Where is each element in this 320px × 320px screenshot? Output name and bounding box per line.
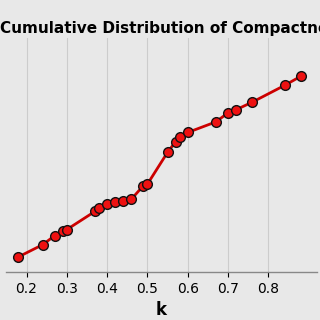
Point: [250, 100, 255, 105]
Point: [282, 83, 287, 88]
Point: [213, 119, 219, 124]
Point: [298, 74, 303, 79]
Point: [97, 206, 102, 211]
Point: [177, 134, 182, 140]
Point: [64, 227, 69, 232]
Point: [105, 201, 110, 206]
Point: [185, 130, 190, 135]
Point: [226, 110, 231, 115]
Point: [60, 228, 65, 234]
Point: [145, 181, 150, 187]
Point: [129, 196, 134, 202]
Point: [16, 254, 21, 260]
Point: [113, 200, 118, 205]
Point: [92, 209, 98, 214]
X-axis label: k: k: [156, 301, 167, 319]
Point: [141, 183, 146, 188]
Point: [165, 150, 170, 155]
Point: [173, 139, 178, 144]
Point: [40, 242, 45, 247]
Point: [234, 107, 239, 112]
Point: [121, 198, 126, 203]
Point: [52, 233, 57, 238]
Text: Cumulative Distribution of Compactness: Cumulative Distribution of Compactness: [0, 21, 320, 36]
